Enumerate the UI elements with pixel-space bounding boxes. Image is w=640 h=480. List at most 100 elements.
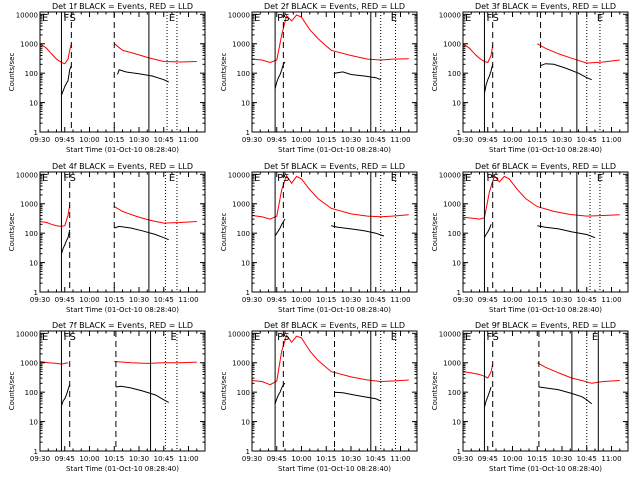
- x-tick-label: 10:45: [366, 455, 386, 463]
- x-tick-label: 09:45: [267, 296, 287, 304]
- y-tick-label: 1: [34, 289, 38, 297]
- x-tick-label: 09:30: [30, 136, 50, 144]
- y-tick-label: 10000: [16, 11, 38, 19]
- x-tick-label: 10:00: [79, 455, 99, 463]
- x-tick-label: 10:00: [79, 136, 99, 144]
- y-axis-label: Counts/sec: [220, 213, 228, 252]
- events-series-line: [540, 63, 592, 81]
- x-tick-label: 10:30: [552, 296, 572, 304]
- events-series-line: [117, 69, 169, 83]
- lld-series-line: [462, 363, 494, 379]
- x-axis-label: Start Time (01-Oct-10 08:28:40): [489, 465, 602, 473]
- x-tick-label: 10:15: [104, 455, 124, 463]
- y-tick-label: 10000: [228, 11, 250, 19]
- marker-letter: P: [277, 13, 283, 24]
- plot-frame: [39, 330, 206, 452]
- x-tick-label: 10:45: [154, 455, 174, 463]
- x-axis-label: Start Time (01-Oct-10 08:28:40): [66, 465, 179, 473]
- events-series-line: [115, 385, 169, 403]
- events-series-line: [61, 384, 71, 406]
- lld-series-line: [462, 43, 494, 64]
- x-tick-label: 09:30: [453, 455, 473, 463]
- plot-frame: [39, 171, 206, 293]
- x-tick-label: 09:30: [30, 455, 50, 463]
- detector-panel-1: Det 1f BLACK = Events, RED = LLD E F S E 1 10 1…: [8, 2, 206, 154]
- panel-title: Det 4f BLACK = Events, RED = LLD: [52, 162, 193, 171]
- x-axis-label: Start Time (01-Oct-10 08:28:40): [489, 306, 602, 314]
- y-axis-label: Counts/sec: [431, 53, 439, 92]
- marker-letter: E: [42, 13, 48, 24]
- y-axis-label: Counts/sec: [220, 53, 228, 92]
- lld-series-line: [39, 43, 72, 65]
- marker-letter: E: [465, 13, 471, 24]
- x-tick-label: 10:45: [154, 136, 174, 144]
- y-tick-label: 1: [457, 129, 461, 137]
- detector-panel-5: Det 5f BLACK = Events, RED = LLD E P S E 1 10 1…: [220, 162, 418, 314]
- x-tick-label: 09:30: [242, 136, 262, 144]
- y-tick-label: 10000: [228, 171, 250, 179]
- marker-letter: P: [277, 332, 283, 343]
- detector-panel-7: Det 7f BLACK = Events, RED = LLD E F S E 1 10 1…: [8, 321, 206, 473]
- marker-letter: E: [169, 173, 175, 184]
- marker-letter: E: [254, 173, 260, 184]
- x-tick-label: 10:30: [341, 455, 361, 463]
- x-axis-label: Start Time (01-Oct-10 08:28:40): [278, 306, 391, 314]
- y-tick-label: 1000: [443, 360, 461, 368]
- x-tick-label: 11:00: [178, 455, 198, 463]
- lld-series-line: [251, 14, 409, 64]
- y-tick-label: 10: [452, 100, 461, 108]
- panel-title: Det 6f BLACK = Events, RED = LLD: [475, 162, 616, 171]
- marker-letter: S: [492, 332, 498, 343]
- marker-letter: E: [391, 13, 397, 24]
- y-tick-label: 1000: [232, 41, 250, 49]
- marker-letter: E: [592, 332, 598, 343]
- x-tick-label: 10:30: [129, 296, 149, 304]
- y-tick-label: 100: [237, 230, 250, 238]
- y-axis-label: Counts/sec: [8, 372, 16, 411]
- x-tick-label: 09:45: [55, 136, 75, 144]
- x-tick-label: 09:30: [242, 296, 262, 304]
- y-tick-label: 10: [29, 419, 38, 427]
- y-tick-label: 1000: [443, 41, 461, 49]
- x-tick-label: 10:00: [291, 455, 311, 463]
- marker-letter: E: [171, 332, 177, 343]
- x-axis-label: Start Time (01-Oct-10 08:28:40): [66, 146, 179, 154]
- x-tick-label: 11:00: [178, 136, 198, 144]
- x-tick-label: 10:30: [341, 296, 361, 304]
- marker-letter: S: [283, 332, 289, 343]
- y-tick-label: 10: [241, 100, 250, 108]
- y-tick-label: 10: [241, 260, 250, 268]
- x-tick-label: 10:45: [154, 296, 174, 304]
- panel-title: Det 7f BLACK = Events, RED = LLD: [52, 321, 193, 330]
- marker-letter: S: [283, 13, 289, 24]
- x-tick-label: 09:30: [453, 296, 473, 304]
- x-tick-label: 10:45: [577, 455, 597, 463]
- lld-series-line: [39, 361, 69, 365]
- y-tick-label: 100: [25, 230, 38, 238]
- x-tick-label: 10:15: [316, 455, 336, 463]
- y-tick-label: 100: [25, 70, 38, 78]
- x-tick-label: 11:00: [390, 296, 410, 304]
- marker-letter: S: [492, 173, 498, 184]
- events-series-line: [538, 386, 593, 405]
- marker-letter: S: [69, 13, 75, 24]
- y-tick-label: 1000: [232, 201, 250, 209]
- events-series-line: [483, 386, 492, 408]
- marker-letter: E: [42, 332, 48, 343]
- y-tick-label: 10: [29, 100, 38, 108]
- x-tick-label: 09:45: [55, 455, 75, 463]
- x-axis-label: Start Time (01-Oct-10 08:28:40): [66, 306, 179, 314]
- x-tick-label: 09:30: [453, 136, 473, 144]
- marker-letter: E: [391, 332, 397, 343]
- marker-letter: F: [63, 332, 69, 343]
- y-tick-label: 1000: [443, 201, 461, 209]
- events-series-line: [61, 65, 72, 96]
- lld-series-line: [251, 334, 409, 386]
- y-axis-label: Counts/sec: [8, 53, 16, 92]
- y-tick-label: 100: [237, 70, 250, 78]
- panel-title: Det 8f BLACK = Events, RED = LLD: [264, 321, 405, 330]
- x-axis-label: Start Time (01-Oct-10 08:28:40): [278, 146, 391, 154]
- y-tick-label: 10000: [16, 171, 38, 179]
- panel-title: Det 9f BLACK = Events, RED = LLD: [475, 321, 616, 330]
- events-series-line: [483, 64, 494, 94]
